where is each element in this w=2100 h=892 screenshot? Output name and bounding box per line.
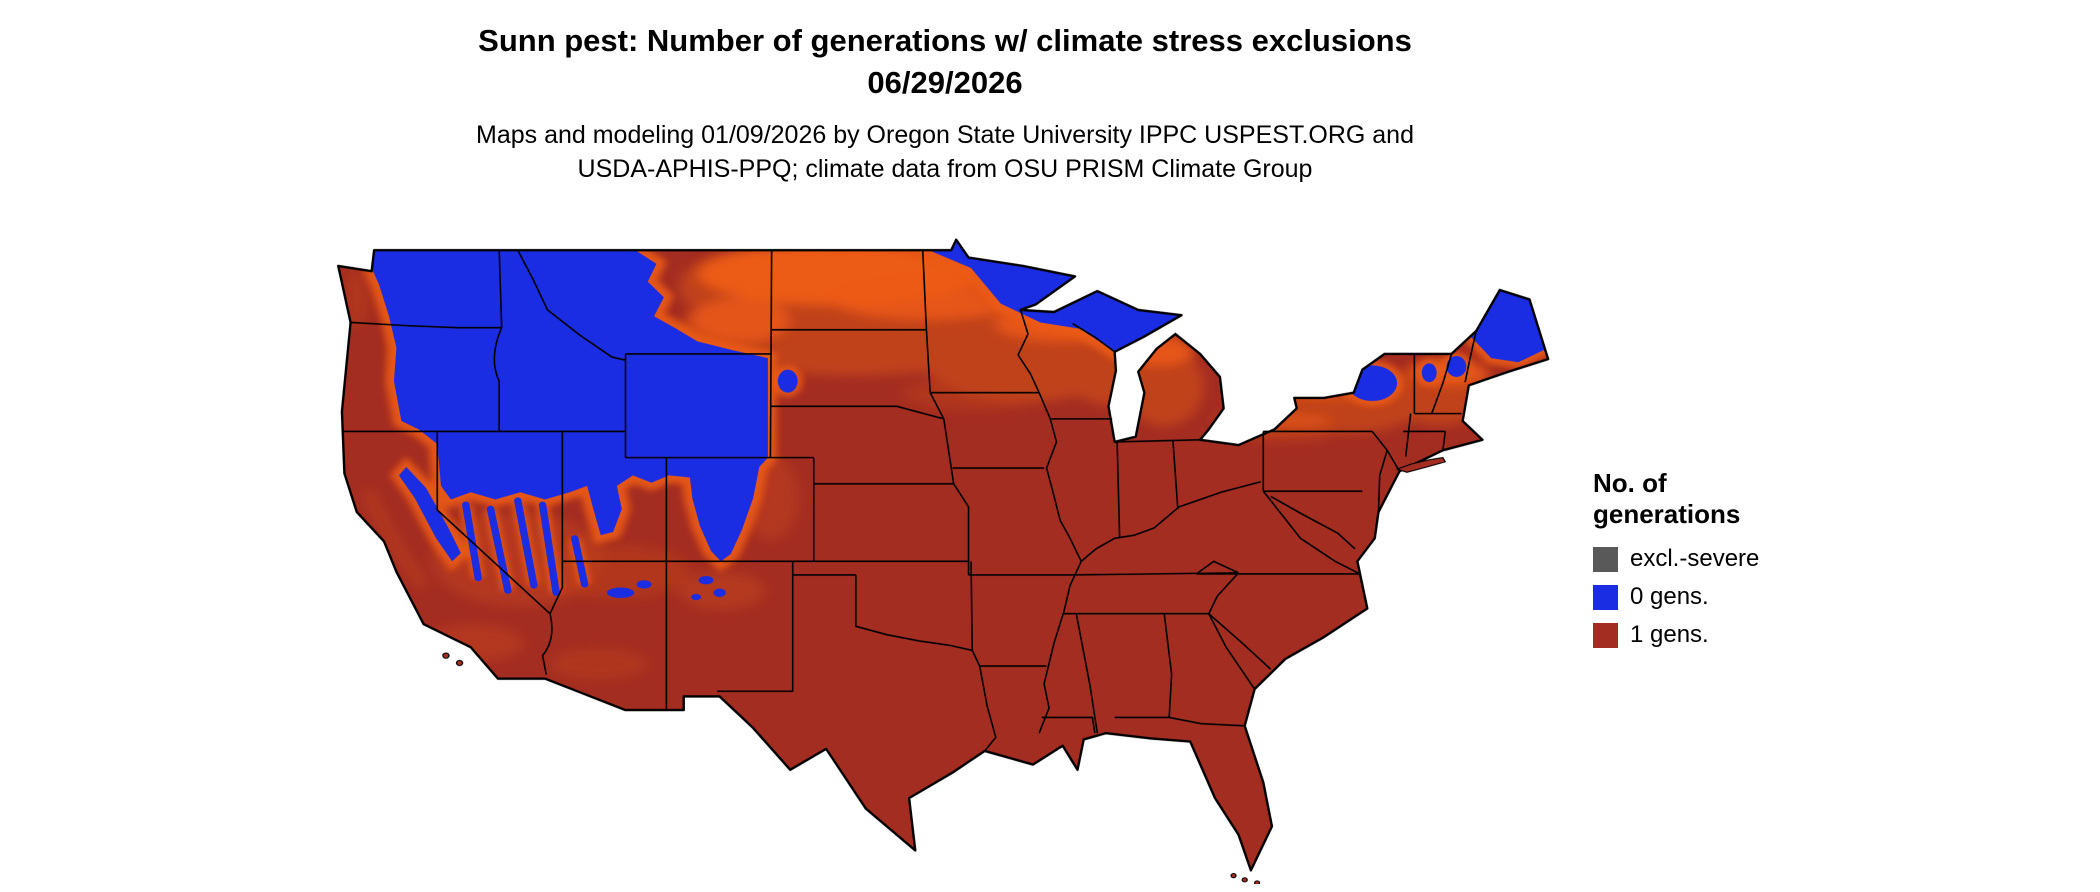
legend-label-excl-severe: excl.-severe xyxy=(1630,545,1760,572)
channel-island xyxy=(455,659,464,667)
florida-key xyxy=(1241,877,1248,883)
legend-title: No. of generations xyxy=(1593,468,1843,530)
islands xyxy=(442,457,1447,884)
legend-item: excl.-severe xyxy=(1593,546,1843,572)
blue-zone-green-mtns xyxy=(1421,363,1437,383)
legend-title-line2: generations xyxy=(1593,499,1741,529)
legend-items: excl.-severe 0 gens. 1 gens. xyxy=(1593,546,1843,648)
us-generations-map xyxy=(332,224,1558,884)
blue-zone-adirondacks xyxy=(1347,365,1398,402)
legend-title-line1: No. of xyxy=(1593,468,1667,498)
page-title-line1: Sunn pest: Number of generations w/ clim… xyxy=(478,23,1412,58)
blue-zone-great-lakes xyxy=(928,239,1182,352)
blue-zone-black-hills xyxy=(777,369,798,393)
page-subtitle-line2: USDA-APHIS-PPQ; climate data from OSU PR… xyxy=(577,155,1313,183)
legend-label-1-gens: 1 gens. xyxy=(1630,621,1709,648)
legend: No. of generations excl.-severe 0 gens. 1 … xyxy=(1593,468,1843,660)
page-subtitle-line1: Maps and modeling 01/09/2026 by Oregon S… xyxy=(476,121,1414,149)
blue-zone-white-mtns xyxy=(1446,356,1467,377)
page-title-line2: 06/29/2026 xyxy=(867,65,1023,100)
legend-swatch-0-gens xyxy=(1593,584,1618,610)
legend-swatch-1-gens xyxy=(1593,622,1618,648)
legend-label-0-gens: 0 gens. xyxy=(1630,583,1709,610)
map-raster-layers xyxy=(338,239,1549,871)
page-subtitle: Maps and modeling 01/09/2026 by Oregon S… xyxy=(0,118,1890,186)
state-borders xyxy=(342,250,1476,751)
long-island xyxy=(1395,457,1447,473)
blue-zone-sierra xyxy=(398,467,461,562)
florida-key xyxy=(1230,873,1237,879)
page-title: Sunn pest: Number of generations w/ clim… xyxy=(0,20,1890,104)
florida-key xyxy=(1253,880,1261,884)
legend-item: 0 gens. xyxy=(1593,584,1843,610)
us-map-svg xyxy=(332,224,1558,884)
us-outline xyxy=(338,240,1548,871)
legend-swatch-excl-severe xyxy=(1593,546,1618,572)
legend-item: 1 gens. xyxy=(1593,622,1843,648)
channel-island xyxy=(442,652,450,659)
